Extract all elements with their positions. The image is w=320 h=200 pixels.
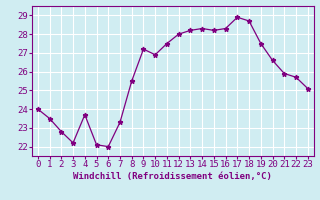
X-axis label: Windchill (Refroidissement éolien,°C): Windchill (Refroidissement éolien,°C) xyxy=(73,172,272,181)
